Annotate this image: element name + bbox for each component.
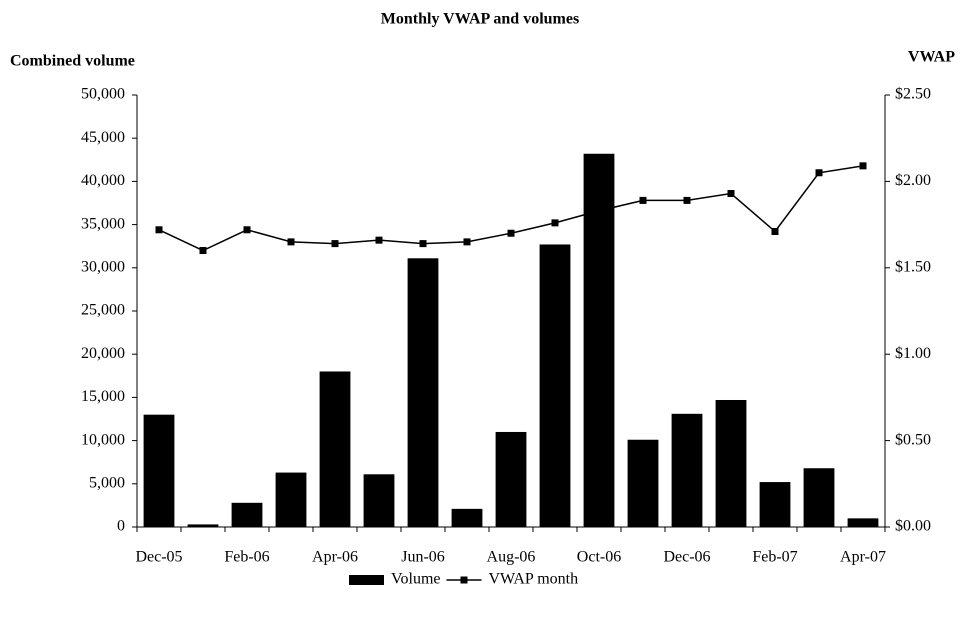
- bar: [319, 371, 351, 527]
- vwap-marker: [771, 228, 779, 236]
- vwap-marker: [375, 236, 383, 244]
- vwap-marker: [287, 238, 295, 246]
- x-tick-label: Apr-07: [840, 549, 886, 566]
- y-tick-label: 10,000: [81, 431, 125, 448]
- y2-tick-label: $2.50: [895, 86, 931, 103]
- y-tick-label: 40,000: [81, 172, 125, 189]
- bar: [187, 524, 219, 527]
- x-tick-label: Feb-07: [752, 549, 797, 566]
- bar: [495, 431, 527, 527]
- x-tick-label: Jun-06: [401, 549, 445, 566]
- y-tick-label: 50,000: [81, 86, 125, 103]
- y2-tick-label: $2.00: [895, 172, 931, 189]
- y-tick-label: 15,000: [81, 388, 125, 405]
- vwap-marker: [595, 207, 603, 215]
- x-tick-label: Dec-06: [663, 549, 710, 566]
- vwap-marker: [155, 226, 163, 234]
- bar: [539, 244, 571, 528]
- vwap-marker: [199, 247, 207, 255]
- y2-tick-label: $1.50: [895, 258, 931, 275]
- y-tick-label: 25,000: [81, 302, 125, 319]
- vwap-marker: [815, 169, 823, 177]
- y2-axis-title: VWAP: [908, 49, 955, 66]
- vwap-marker: [859, 162, 867, 170]
- bar: [847, 518, 879, 527]
- y-tick-label: 5,000: [89, 474, 125, 491]
- bar: [275, 472, 307, 527]
- vwap-marker: [463, 238, 471, 246]
- y-tick-label: 0: [117, 518, 125, 535]
- vwap-line: [158, 165, 864, 252]
- vwap-marker: [683, 196, 691, 204]
- x-tick-label: Feb-06: [224, 549, 269, 566]
- bar: [407, 258, 439, 527]
- x-tick-label: Aug-06: [487, 549, 536, 566]
- bar: [627, 439, 659, 527]
- bar: [231, 502, 263, 527]
- y2-tick-label: $1.00: [895, 345, 931, 362]
- x-tick-label: Oct-06: [577, 549, 621, 566]
- bar: [715, 399, 747, 527]
- x-tick-label: Dec-05: [135, 549, 182, 566]
- vwap-marker: [551, 219, 559, 227]
- y-tick-label: 35,000: [81, 215, 125, 232]
- y-tick-label: 30,000: [81, 258, 125, 275]
- vwap-marker: [639, 196, 647, 204]
- vwap-marker: [243, 226, 251, 234]
- bar: [671, 413, 703, 527]
- legend-label: Volume: [391, 571, 440, 588]
- bar: [759, 482, 791, 527]
- vwap-marker: [727, 189, 735, 197]
- vwap-marker: [507, 229, 515, 237]
- y2-tick-label: $0.00: [895, 518, 931, 535]
- y-axis-title: Combined volume: [10, 53, 135, 70]
- vwap-marker: [331, 240, 339, 248]
- chart-title: Monthly VWAP and volumes: [381, 11, 579, 28]
- legend-marker: [460, 576, 468, 584]
- y-tick-label: 20,000: [81, 345, 125, 362]
- vwap-marker: [419, 240, 427, 248]
- bar: [803, 468, 835, 527]
- legend-swatch: [349, 575, 384, 585]
- y2-tick-label: $0.50: [895, 431, 931, 448]
- legend-label: VWAP month: [488, 571, 578, 588]
- bar: [363, 474, 395, 527]
- bar: [451, 508, 483, 527]
- bar: [583, 153, 615, 527]
- x-tick-label: Apr-06: [312, 549, 358, 566]
- y-tick-label: 45,000: [81, 129, 125, 146]
- bar: [143, 414, 175, 527]
